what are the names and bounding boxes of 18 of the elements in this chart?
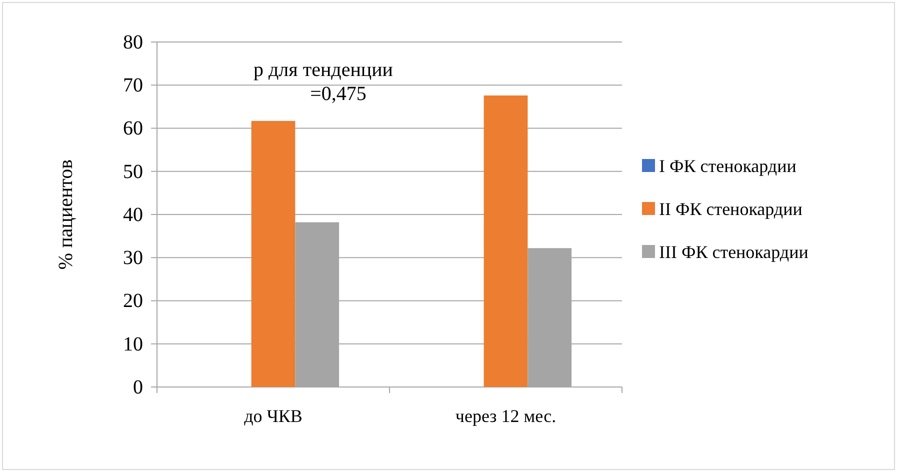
y-tick-label: 10: [123, 333, 143, 356]
legend-label: III ФК стенокардии: [659, 242, 809, 262]
legend-label: I ФК стенокардии: [659, 156, 797, 176]
y-tick-label: 50: [123, 160, 143, 183]
y-tick-label: 40: [123, 204, 143, 226]
legend-label: II ФК стенокардии: [659, 199, 803, 219]
y-tick-label: 20: [123, 290, 143, 312]
x-tick-label: через 12 мес.: [455, 406, 556, 426]
y-axis-title: % пациентов: [55, 159, 77, 270]
bar: [484, 95, 528, 387]
annotation: р для тенденции =0,475: [253, 59, 394, 105]
y-tick-label: 60: [123, 118, 143, 140]
y-tick-label: 0: [133, 376, 143, 398]
x-tick-label: до ЧКВ: [244, 406, 302, 426]
y-tick-label: 70: [123, 74, 143, 97]
y-tick-label: 30: [123, 247, 143, 270]
y-tick-label: 80: [123, 31, 143, 54]
bar: [251, 120, 296, 387]
